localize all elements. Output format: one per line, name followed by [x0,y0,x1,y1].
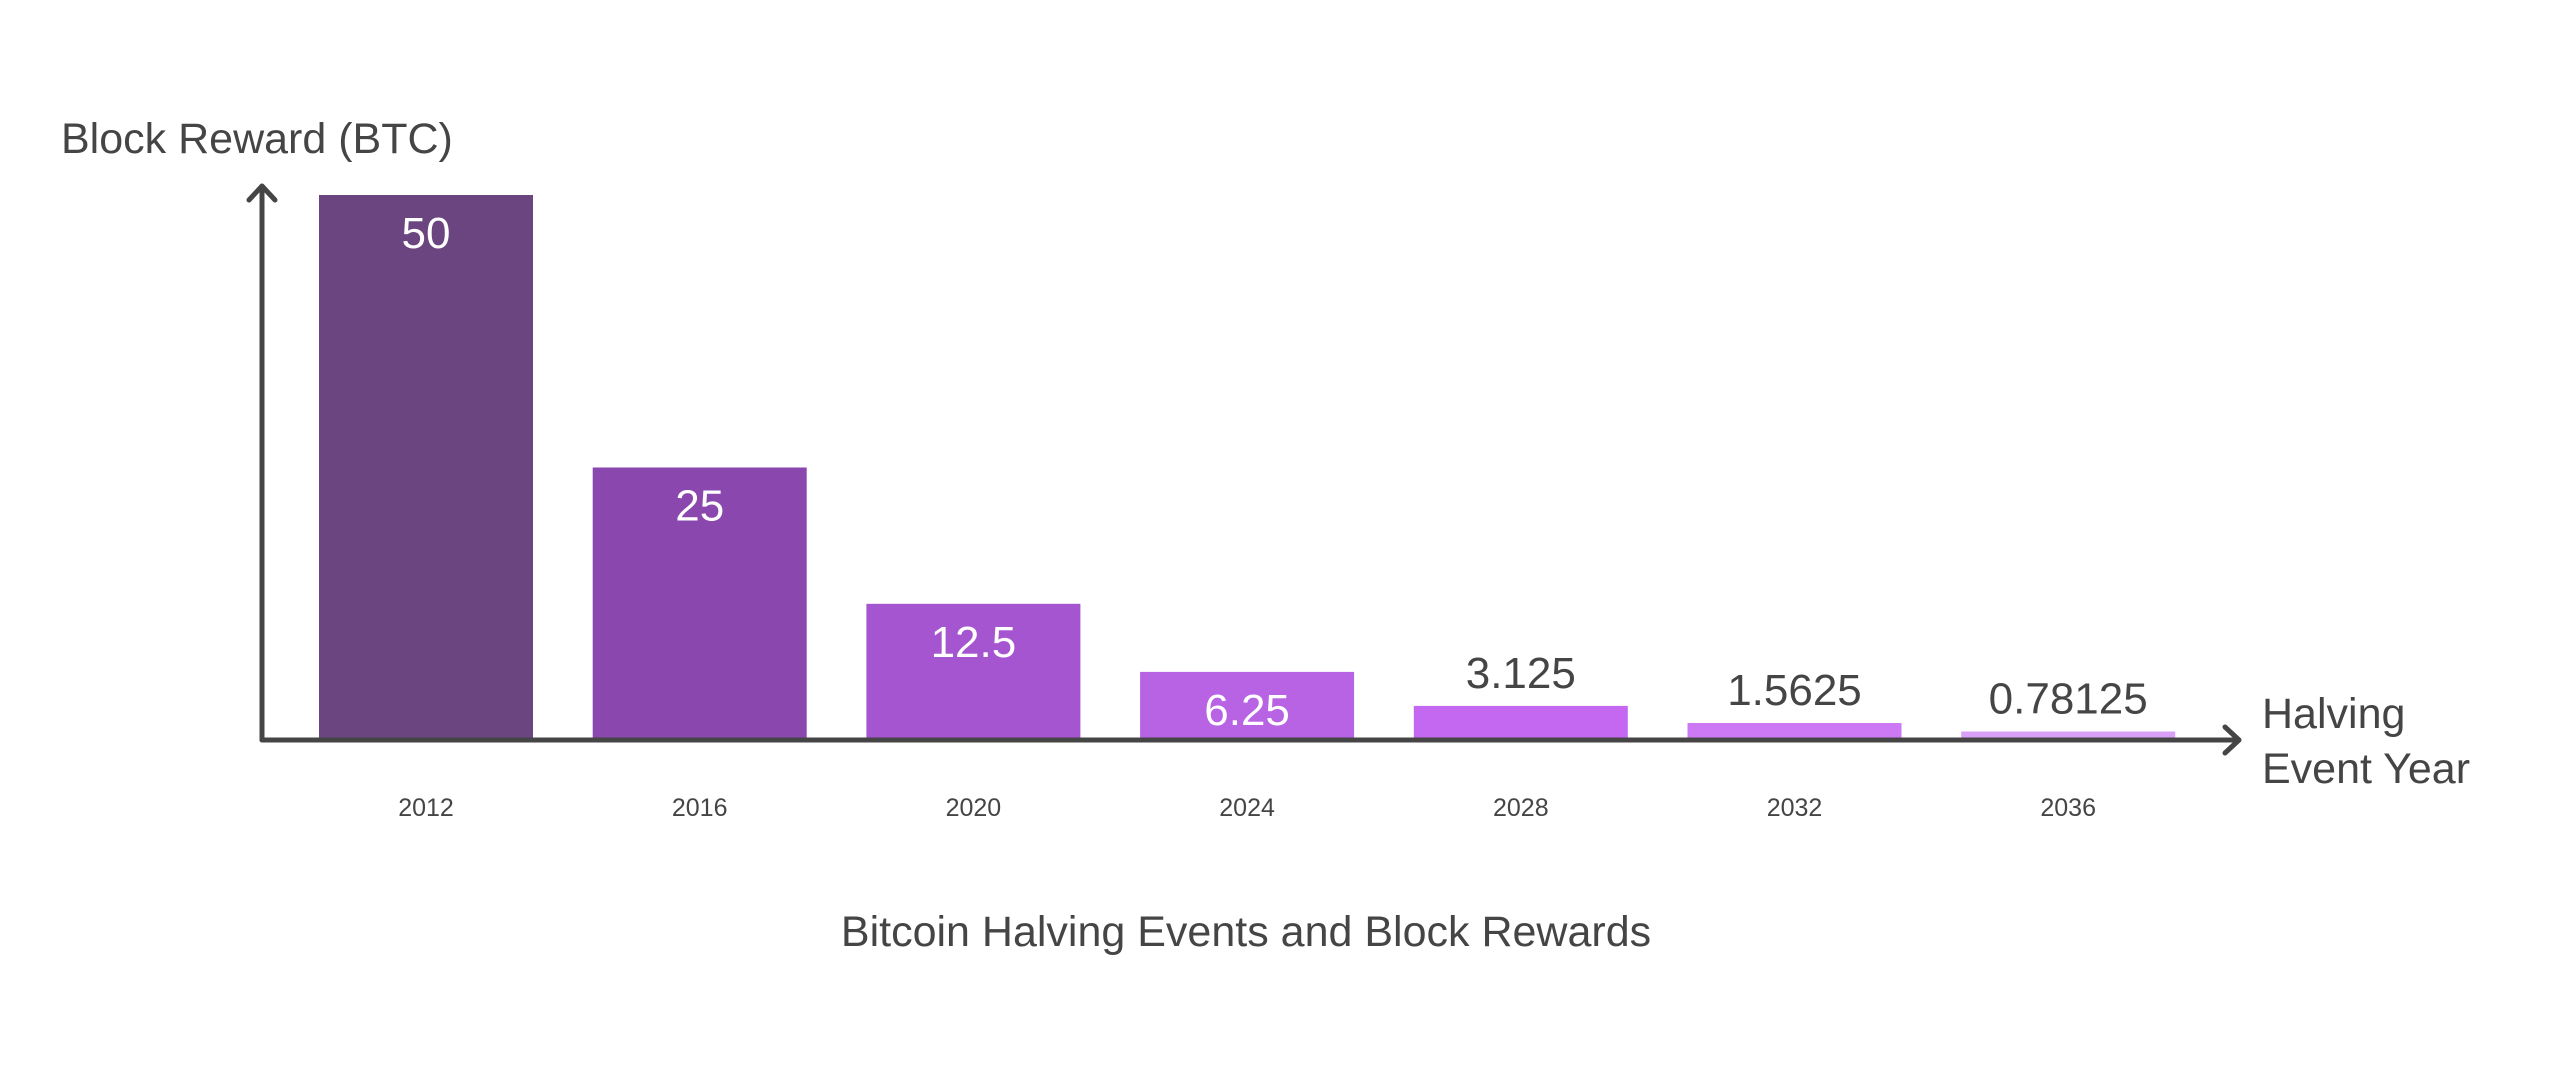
x-tick-label-2016: 2016 [672,794,728,822]
value-label-2016: 25 [675,482,724,531]
x-tick-label-2012: 2012 [398,794,454,822]
value-labels-layer: 50 25 12.5 6.25 3.125 1.5625 0.78125 [402,209,2148,735]
x-tick-label-2024: 2024 [1219,794,1275,822]
x-tick-label-2028: 2028 [1493,794,1549,822]
bar-2032 [1687,723,1902,740]
x-axis-title-line-1: Halving [2262,690,2405,738]
value-label-2028: 3.125 [1466,649,1576,698]
bars-layer [319,195,2176,741]
x-tick-label-2036: 2036 [2040,794,2096,822]
bar-2036 [1961,731,2176,740]
value-label-2012: 50 [402,209,451,258]
bar-2028 [1413,705,1628,740]
x-axis-title-line-2: Event Year [2262,745,2470,793]
y-axis-line [246,183,278,743]
chart-title: Bitcoin Halving Events and Block Rewards [841,908,1651,956]
value-label-2036: 0.78125 [1989,675,2148,724]
value-label-2032: 1.5625 [1727,666,1862,715]
x-axis-line [259,724,2242,756]
bar-2012 [319,195,533,740]
bar-2016 [592,467,807,740]
x-tick-label-2032: 2032 [1767,794,1823,822]
bar-2020 [866,603,1081,741]
y-axis-title: Block Reward (BTC) [61,115,453,163]
tick-labels-layer: 2012 2016 2020 2024 2028 2032 2036 [398,794,2096,822]
value-label-2020: 12.5 [931,618,1017,667]
value-label-2024: 6.25 [1204,686,1290,735]
x-tick-label-2020: 2020 [946,794,1002,822]
bar-2024 [1140,671,1355,740]
